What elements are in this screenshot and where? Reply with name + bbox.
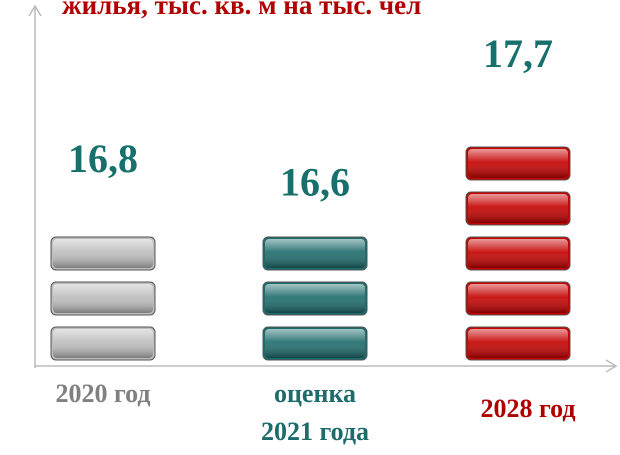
bar-block-shine [265,239,365,268]
x-tick-label: 2028 год [480,394,576,423]
bar-block-shine [468,149,568,178]
axes [28,4,618,373]
bar-block-shine [53,239,153,268]
bar-block-shine [468,194,568,223]
bar-block-shine [53,284,153,313]
bar-column [465,146,571,361]
value-label: 17,7 [483,31,553,76]
x-tick-label: 2020 год [55,379,151,408]
bar-block-shine [53,329,153,358]
bar-column [262,236,368,361]
bar-block-shine [468,329,568,358]
value-label: 16,6 [280,159,350,204]
bar-column [50,236,156,361]
x-tick-label: оценка 2021 года [260,379,370,446]
value-label: 16,8 [68,136,138,181]
bar-block-shine [265,329,365,358]
chart-title: жилья, тыс. кв. м на тыс. чел [62,0,421,20]
bar-block-shine [468,284,568,313]
bar-block-shine [265,284,365,313]
bar-block-shine [468,239,568,268]
